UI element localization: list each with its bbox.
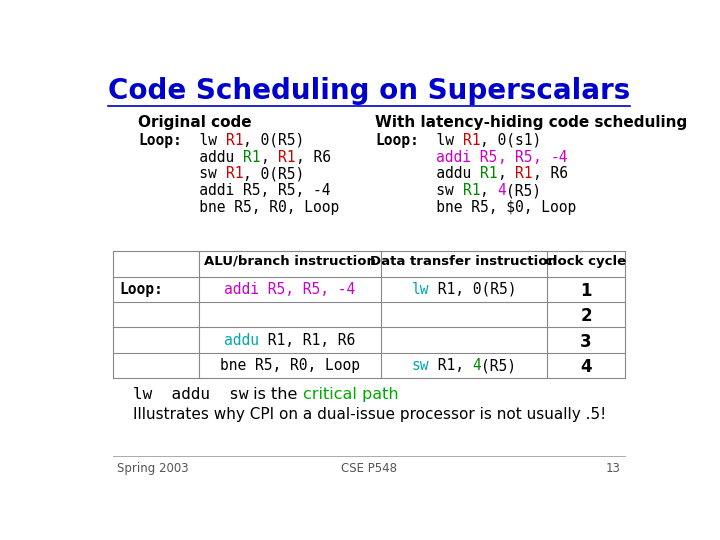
Text: , R6: , R6 xyxy=(295,150,330,165)
Text: addi R5, R5, -4: addi R5, R5, -4 xyxy=(138,184,330,198)
Text: , 0(s1): , 0(s1) xyxy=(480,132,541,147)
Text: (R5): (R5) xyxy=(506,184,541,198)
Text: lw: lw xyxy=(419,132,463,147)
Text: R1, R1, R6: R1, R1, R6 xyxy=(259,333,355,348)
Text: 2: 2 xyxy=(580,307,592,325)
Text: R1: R1 xyxy=(463,184,480,198)
Text: ,: , xyxy=(533,150,550,165)
Text: R1: R1 xyxy=(225,166,243,181)
Text: addi R5: addi R5 xyxy=(436,150,498,165)
Text: 3: 3 xyxy=(580,333,592,351)
Text: R1: R1 xyxy=(278,150,295,165)
Text: ,: , xyxy=(498,150,516,165)
Text: addu: addu xyxy=(375,166,480,181)
Text: ,: , xyxy=(480,184,498,198)
Text: 13: 13 xyxy=(606,462,621,475)
Text: Original code: Original code xyxy=(138,115,252,130)
Text: lw: lw xyxy=(411,282,429,297)
Text: R1: R1 xyxy=(225,132,243,147)
Text: Illustrates why CPI on a dual-issue processor is not usually .5!: Illustrates why CPI on a dual-issue proc… xyxy=(132,408,606,422)
Text: R1: R1 xyxy=(516,166,533,181)
Text: bne R5, $0, Loop: bne R5, $0, Loop xyxy=(375,200,577,215)
Text: addu: addu xyxy=(224,333,259,348)
Text: -4: -4 xyxy=(550,150,567,165)
Text: 4: 4 xyxy=(498,184,506,198)
Text: R1, 0(R5): R1, 0(R5) xyxy=(429,282,516,297)
Text: R5: R5 xyxy=(516,150,533,165)
Text: With latency-hiding code scheduling: With latency-hiding code scheduling xyxy=(375,115,688,130)
Text: Spring 2003: Spring 2003 xyxy=(117,462,189,475)
Text: , 0(R5): , 0(R5) xyxy=(243,132,305,147)
Text: lw  addu  sw: lw addu sw xyxy=(132,387,248,402)
Text: R1,: R1, xyxy=(429,358,473,373)
Text: bne R5, R0, Loop: bne R5, R0, Loop xyxy=(220,358,359,373)
Text: sw: sw xyxy=(138,166,225,181)
Text: R1: R1 xyxy=(243,150,261,165)
Text: CSE P548: CSE P548 xyxy=(341,462,397,475)
Text: Loop:: Loop: xyxy=(138,132,181,147)
Text: 4: 4 xyxy=(580,358,592,376)
Text: , R6: , R6 xyxy=(533,166,567,181)
Text: Data transfer instruction: Data transfer instruction xyxy=(371,255,557,268)
Text: Code Scheduling on Superscalars: Code Scheduling on Superscalars xyxy=(108,77,630,105)
Text: critical path: critical path xyxy=(302,387,398,402)
Text: Loop:: Loop: xyxy=(375,132,419,147)
Text: , 0(R5): , 0(R5) xyxy=(243,166,305,181)
Text: Loop:: Loop: xyxy=(120,282,163,297)
Text: ALU/branch instruction: ALU/branch instruction xyxy=(204,255,376,268)
Text: (R5): (R5) xyxy=(482,358,516,373)
Text: 4: 4 xyxy=(473,358,482,373)
Text: bne R5, R0, Loop: bne R5, R0, Loop xyxy=(138,200,339,215)
Text: lw: lw xyxy=(181,132,225,147)
Text: addu: addu xyxy=(138,150,243,165)
Text: is the: is the xyxy=(248,387,302,402)
Text: clock cycle: clock cycle xyxy=(546,255,626,268)
Text: ,: , xyxy=(498,166,516,181)
Text: sw: sw xyxy=(375,184,463,198)
Text: R1: R1 xyxy=(463,132,480,147)
Text: addi R5, R5, -4: addi R5, R5, -4 xyxy=(224,282,355,297)
Text: R1: R1 xyxy=(480,166,498,181)
Text: sw: sw xyxy=(411,358,429,373)
Text: ,: , xyxy=(261,150,278,165)
Text: 1: 1 xyxy=(580,282,592,300)
